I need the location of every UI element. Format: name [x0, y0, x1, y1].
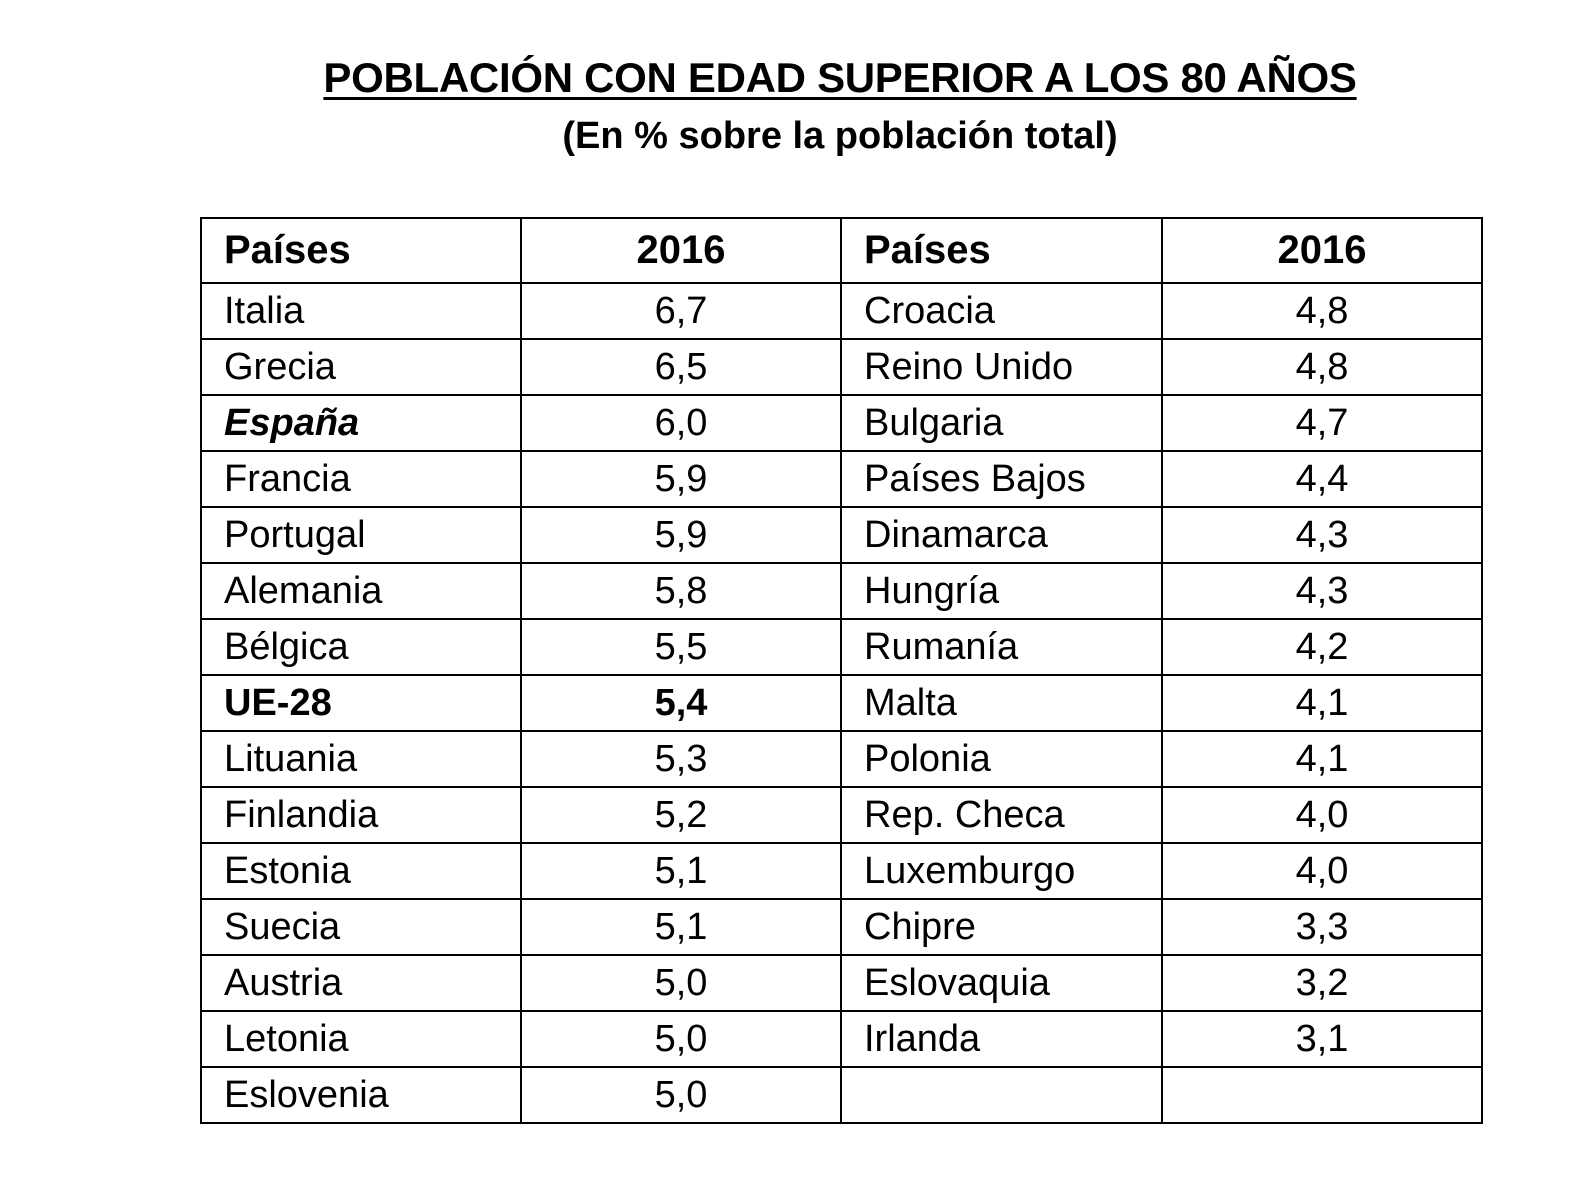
value-cell: 6,0 — [520, 394, 842, 452]
empty-cell — [840, 1066, 1163, 1124]
value-cell: 5,2 — [520, 786, 842, 844]
empty-cell — [1161, 1066, 1483, 1124]
country-cell-average: UE-28 — [200, 674, 522, 732]
country-cell: Reino Unido — [840, 338, 1163, 396]
value-cell: 6,5 — [520, 338, 842, 396]
value-cell: 4,8 — [1161, 282, 1483, 340]
value-cell: 5,0 — [520, 1010, 842, 1068]
country-cell: Irlanda — [840, 1010, 1163, 1068]
country-cell: Suecia — [200, 898, 522, 956]
country-cell: Eslovenia — [200, 1066, 522, 1124]
value-cell: 4,0 — [1161, 786, 1483, 844]
column-header-countries-right: Países — [840, 217, 1163, 284]
country-cell: Finlandia — [200, 786, 522, 844]
table-row: Eslovenia 5,0 — [200, 1066, 1483, 1124]
country-cell: Lituania — [200, 730, 522, 788]
value-cell: 4,0 — [1161, 842, 1483, 900]
value-cell: 4,1 — [1161, 674, 1483, 732]
value-cell: 5,1 — [520, 898, 842, 956]
table-row: Lituania 5,3 Polonia 4,1 — [200, 730, 1483, 788]
country-cell: Rep. Checa — [840, 786, 1163, 844]
value-cell: 4,3 — [1161, 562, 1483, 620]
value-cell: 4,7 — [1161, 394, 1483, 452]
country-cell: Austria — [200, 954, 522, 1012]
country-cell: Malta — [840, 674, 1163, 732]
table-row: Finlandia 5,2 Rep. Checa 4,0 — [200, 786, 1483, 844]
value-cell: 4,4 — [1161, 450, 1483, 508]
population-table: Países 2016 Países 2016 Italia 6,7 Croac… — [200, 217, 1483, 1124]
value-cell: 5,9 — [520, 450, 842, 508]
table-row: España 6,0 Bulgaria 4,7 — [200, 394, 1483, 452]
table-header-row: Países 2016 Países 2016 — [200, 217, 1483, 284]
value-cell: 5,9 — [520, 506, 842, 564]
country-cell: Países Bajos — [840, 450, 1163, 508]
value-cell: 4,1 — [1161, 730, 1483, 788]
table-row: Portugal 5,9 Dinamarca 4,3 — [200, 506, 1483, 564]
country-cell: Rumanía — [840, 618, 1163, 676]
column-header-year-right: 2016 — [1161, 217, 1483, 284]
value-cell: 5,3 — [520, 730, 842, 788]
table-row: Italia 6,7 Croacia 4,8 — [200, 282, 1483, 340]
table-row: Alemania 5,8 Hungría 4,3 — [200, 562, 1483, 620]
value-cell: 5,8 — [520, 562, 842, 620]
country-cell: Croacia — [840, 282, 1163, 340]
table-row: Grecia 6,5 Reino Unido 4,8 — [200, 338, 1483, 396]
country-cell: Eslovaquia — [840, 954, 1163, 1012]
value-cell: 3,2 — [1161, 954, 1483, 1012]
value-cell: 4,3 — [1161, 506, 1483, 564]
country-cell: Bélgica — [200, 618, 522, 676]
column-header-year-left: 2016 — [520, 217, 842, 284]
country-cell: Italia — [200, 282, 522, 340]
table-row: Bélgica 5,5 Rumanía 4,2 — [200, 618, 1483, 676]
table-row: Estonia 5,1 Luxemburgo 4,0 — [200, 842, 1483, 900]
table-row: Francia 5,9 Países Bajos 4,4 — [200, 450, 1483, 508]
value-cell: 5,0 — [520, 1066, 842, 1124]
column-header-countries-left: Países — [200, 217, 522, 284]
country-cell: Polonia — [840, 730, 1163, 788]
value-cell-average: 5,4 — [520, 674, 842, 732]
value-cell: 5,1 — [520, 842, 842, 900]
country-cell-highlighted: España — [200, 394, 522, 452]
page-title: POBLACIÓN CON EDAD SUPERIOR A LOS 80 AÑO… — [0, 52, 1591, 104]
country-cell: Alemania — [200, 562, 522, 620]
country-cell: Hungría — [840, 562, 1163, 620]
table-row: Suecia 5,1 Chipre 3,3 — [200, 898, 1483, 956]
value-cell: 6,7 — [520, 282, 842, 340]
country-cell: Grecia — [200, 338, 522, 396]
country-cell: Bulgaria — [840, 394, 1163, 452]
table-row: Letonia 5,0 Irlanda 3,1 — [200, 1010, 1483, 1068]
country-cell: Chipre — [840, 898, 1163, 956]
value-cell: 4,8 — [1161, 338, 1483, 396]
value-cell: 3,1 — [1161, 1010, 1483, 1068]
value-cell: 3,3 — [1161, 898, 1483, 956]
country-cell: Francia — [200, 450, 522, 508]
country-cell: Estonia — [200, 842, 522, 900]
value-cell: 4,2 — [1161, 618, 1483, 676]
table-row: Austria 5,0 Eslovaquia 3,2 — [200, 954, 1483, 1012]
page-title-text: POBLACIÓN CON EDAD SUPERIOR A LOS 80 AÑO… — [323, 54, 1357, 101]
value-cell: 5,0 — [520, 954, 842, 1012]
country-cell: Portugal — [200, 506, 522, 564]
value-cell: 5,5 — [520, 618, 842, 676]
country-cell: Dinamarca — [840, 506, 1163, 564]
country-cell: Luxemburgo — [840, 842, 1163, 900]
page-subtitle: (En % sobre la población total) — [562, 115, 1118, 157]
country-cell: Letonia — [200, 1010, 522, 1068]
table-row: UE-28 5,4 Malta 4,1 — [200, 674, 1483, 732]
